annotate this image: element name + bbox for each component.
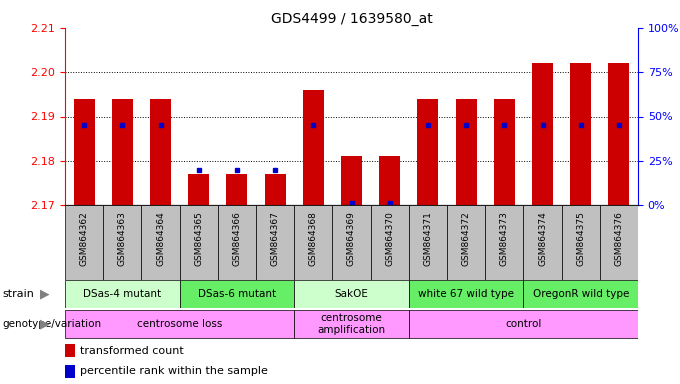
Bar <box>333 205 371 280</box>
Text: GSM864362: GSM864362 <box>80 211 88 266</box>
Bar <box>294 205 333 280</box>
Bar <box>494 99 515 205</box>
Text: ▶: ▶ <box>40 288 50 301</box>
Bar <box>65 205 103 280</box>
Text: DSas-6 mutant: DSas-6 mutant <box>198 289 276 299</box>
Bar <box>150 99 171 205</box>
Bar <box>112 99 133 205</box>
Title: GDS4499 / 1639580_at: GDS4499 / 1639580_at <box>271 12 432 26</box>
Bar <box>486 205 524 280</box>
Bar <box>218 205 256 280</box>
Text: centrosome loss: centrosome loss <box>137 319 222 329</box>
Text: genotype/variation: genotype/variation <box>2 319 101 329</box>
Text: GSM864372: GSM864372 <box>462 211 471 266</box>
Text: strain: strain <box>2 289 34 299</box>
Bar <box>180 205 218 280</box>
Text: transformed count: transformed count <box>80 346 184 356</box>
Bar <box>418 99 439 205</box>
Bar <box>141 205 180 280</box>
Bar <box>341 156 362 205</box>
Bar <box>456 99 477 205</box>
Text: OregonR wild type: OregonR wild type <box>532 289 629 299</box>
Text: white 67 wild type: white 67 wild type <box>418 289 514 299</box>
Text: GSM864364: GSM864364 <box>156 211 165 266</box>
Bar <box>65 365 75 378</box>
Bar <box>600 205 638 280</box>
Text: control: control <box>505 319 541 329</box>
Text: GSM864376: GSM864376 <box>615 211 624 266</box>
Text: GSM864367: GSM864367 <box>271 211 279 266</box>
Bar <box>188 174 209 205</box>
Bar <box>65 344 75 357</box>
Bar <box>409 280 524 308</box>
Bar <box>409 310 638 338</box>
Bar <box>226 174 248 205</box>
Bar <box>294 280 409 308</box>
Text: DSas-4 mutant: DSas-4 mutant <box>83 289 161 299</box>
Bar <box>180 280 294 308</box>
Text: SakOE: SakOE <box>335 289 369 299</box>
Bar <box>571 63 591 205</box>
Bar <box>103 205 141 280</box>
Text: percentile rank within the sample: percentile rank within the sample <box>80 366 269 376</box>
Bar <box>447 205 486 280</box>
Text: GSM864370: GSM864370 <box>385 211 394 266</box>
Text: GSM864365: GSM864365 <box>194 211 203 266</box>
Text: GSM864371: GSM864371 <box>424 211 432 266</box>
Bar <box>371 205 409 280</box>
Text: GSM864373: GSM864373 <box>500 211 509 266</box>
Text: ▶: ▶ <box>40 318 50 331</box>
Text: centrosome
amplification: centrosome amplification <box>318 313 386 335</box>
Text: GSM864369: GSM864369 <box>347 211 356 266</box>
Bar <box>65 310 294 338</box>
Text: GSM864363: GSM864363 <box>118 211 126 266</box>
Bar <box>73 99 95 205</box>
Text: GSM864366: GSM864366 <box>233 211 241 266</box>
Bar <box>379 156 401 205</box>
Bar <box>409 205 447 280</box>
Bar <box>532 63 553 205</box>
Bar <box>609 63 630 205</box>
Bar <box>303 90 324 205</box>
Bar <box>524 280 638 308</box>
Text: GSM864368: GSM864368 <box>309 211 318 266</box>
Bar <box>256 205 294 280</box>
Text: GSM864374: GSM864374 <box>538 211 547 266</box>
Bar <box>562 205 600 280</box>
Bar <box>294 310 409 338</box>
Text: GSM864375: GSM864375 <box>576 211 585 266</box>
Bar <box>65 280 180 308</box>
Bar <box>265 174 286 205</box>
Bar <box>524 205 562 280</box>
